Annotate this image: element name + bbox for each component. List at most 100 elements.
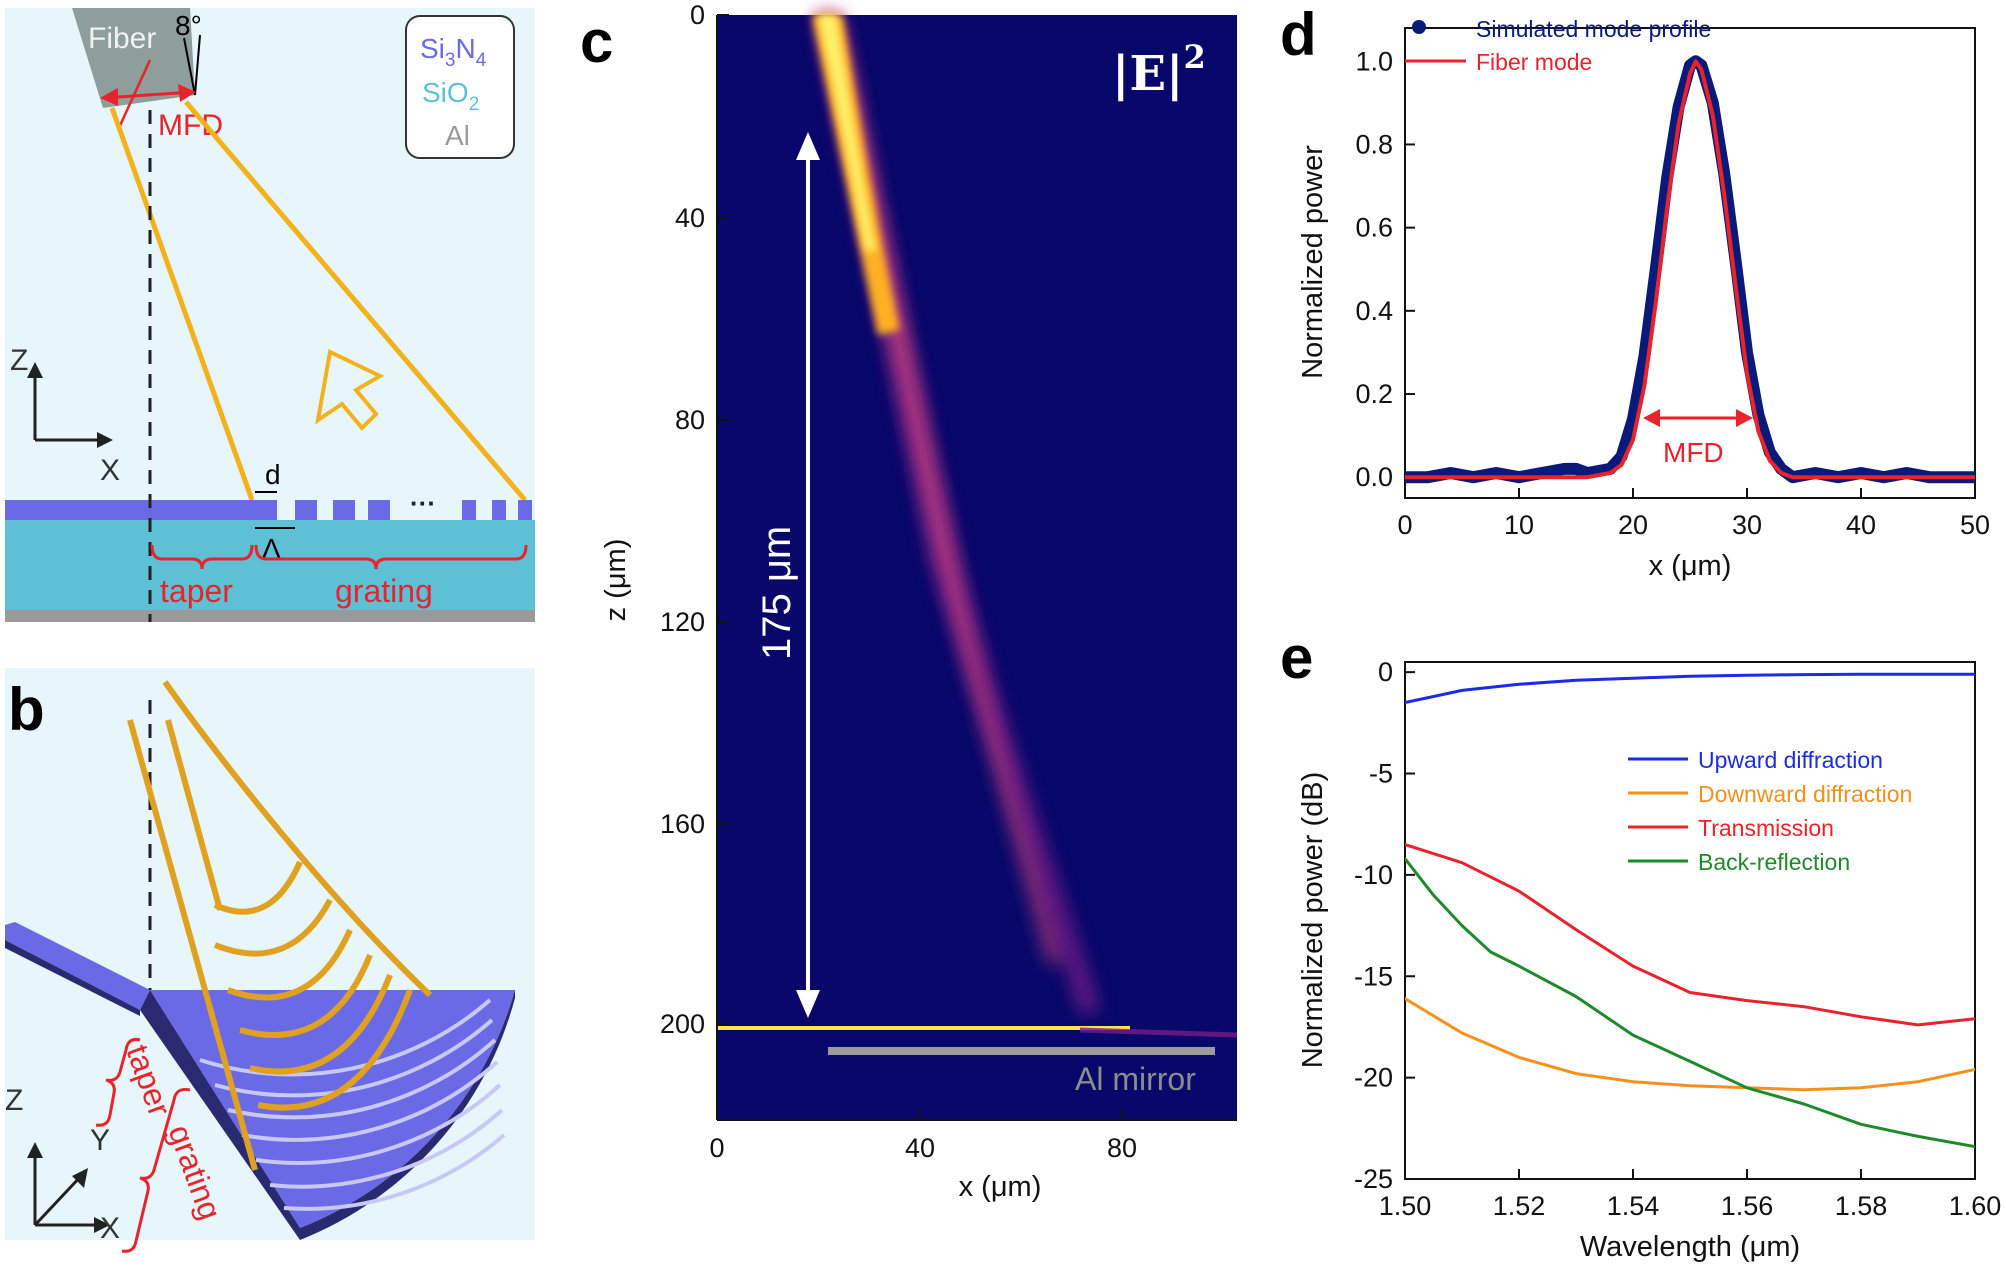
e-legend-back: Back-reflection [1698,849,1850,875]
c-ytick-0: 0 [690,0,705,30]
e-legend-up: Upward diffraction [1698,747,1883,773]
panel-label-d: d [1280,1,1317,68]
d-mfd-label: MFD [1663,437,1724,468]
d-label: d [265,459,281,490]
e-legend-down: Downward diffraction [1698,781,1912,807]
input-waveguide [5,922,150,1010]
ytick-label: -25 [1354,1164,1393,1194]
axis-z-head-a [27,362,43,378]
d-ylabel: Normalized power [1297,145,1329,379]
ytick-label: -10 [1354,860,1393,890]
al-layer [5,610,535,622]
panel-a: a Fiber 8° MFD Si3N4 SiO2 Al Z X [5,8,535,622]
xtick-label: 1.58 [1835,1191,1888,1221]
panel-b: b [5,668,535,1253]
d-xlabel: x (μm) [1649,550,1732,582]
series-line-simulated-mode-profile [1405,55,1975,484]
axis-x-label-b: X [100,1212,120,1245]
si3n4-taper-layer [5,500,255,520]
d-mfd-arrow-left [1643,409,1660,427]
c-xtick-80: 80 [1107,1133,1137,1163]
d-legend-marker-sim [1412,20,1426,34]
grating-teeth [255,500,532,520]
fiber-label: Fiber [88,22,156,55]
ytick-label: 0.8 [1355,129,1393,159]
axis-y-line-b [33,1173,84,1227]
ytick-label: 1.0 [1355,46,1393,76]
xtick-label: 1.60 [1949,1191,2002,1221]
distance-arrow-head-bottom [796,990,820,1018]
angle-line-b [194,34,201,96]
angle-label: 8° [175,10,202,41]
panel-label-c: c [580,8,613,75]
series-line-fiber-mode [1405,59,1975,480]
axis-y-head-b [72,1168,88,1188]
c-xtick-40: 40 [905,1133,935,1163]
c-ytick-200: 200 [660,1009,705,1039]
d-legend-sim: Simulated mode profile [1476,16,1711,42]
ytick-label: 0 [1378,657,1393,687]
xtick-label: 1.52 [1493,1191,1546,1221]
c-xlabel: x (μm) [959,1171,1042,1203]
xtick-label: 20 [1618,510,1648,540]
input-waveguide-side [5,940,140,1016]
beam-edge-left [109,107,255,501]
mirror-field-tail [1079,1027,1238,1038]
distance-arrow-head-top [796,132,820,160]
d-series [1405,55,1975,484]
mfd-tilt-line [116,59,152,131]
material-legend-box [405,15,515,159]
e-plot-frame [1404,661,1976,1180]
panel-c: c Al mirror |E|2 175 μm [580,0,1238,1203]
axis-z-label-b: Z [5,1084,23,1117]
legend-sio2: SiO2 [422,77,479,115]
taper-brace-a [150,544,254,570]
panel-label-b: b [8,676,45,743]
grating-brace-a [254,544,528,570]
angle-line-a [183,37,196,96]
beam-3d [127,680,433,1171]
field-label: |E|2 [1112,38,1206,102]
axis-x-head-a [97,432,113,448]
panel-d: d 0 10 20 30 40 50 0.0 0.2 0.4 0.6 0.8 1.0 MFD Simu… [1280,1,1990,582]
e-ylabel: Normalized power (dB) [1297,772,1329,1069]
xtick-label: 10 [1504,510,1534,540]
series-line-back-reflection [1405,857,1975,1149]
e-ticks: 1.50 1.52 1.54 1.56 1.58 1.60 0 -5 -10 -15 -20 -25 [1354,657,2001,1221]
mfd-arrow-head-left [100,88,118,106]
axis-x-label-a: X [100,454,120,487]
d-legend-fiber: Fiber mode [1476,49,1592,75]
beam-edge-right [184,100,527,502]
xtick-label: 0 [1397,510,1412,540]
ytick-label: 0.0 [1355,462,1393,492]
axis-z-head-b [27,1142,43,1158]
c-ytick-160: 160 [660,809,705,839]
legend-si3n4: Si3N4 [420,33,487,71]
grating-ellipsis: ··· [410,488,436,518]
field-map [717,15,1237,1120]
xtick-label: 30 [1732,510,1762,540]
e-series [1405,672,1975,1149]
grating-brace-b [121,1088,191,1253]
series-line-transmission [1405,843,1975,1027]
c-xtick-0: 0 [709,1133,724,1163]
legend-al: Al [445,120,470,151]
distance-label: 175 μm [755,526,799,660]
c-ytick-120: 120 [660,607,705,637]
taper-label-a: taper [160,573,233,609]
fiber-body [72,8,195,108]
grating-fan [140,990,515,1240]
period-label: Λ [262,533,281,564]
c-ytick-40: 40 [675,203,705,233]
xtick-label: 40 [1846,510,1876,540]
ytick-label: -20 [1354,1063,1393,1093]
ytick-label: -5 [1369,759,1393,789]
sio2-layer [5,520,535,610]
panel-label-e: e [1280,624,1313,691]
mirror-label: Al mirror [1075,1061,1196,1097]
grating-label-a: grating [335,573,433,609]
d-plot-frame [1404,27,1976,499]
c-ylabel: z (μm) [600,539,632,622]
series-line-upward-diffraction [1405,672,1975,704]
